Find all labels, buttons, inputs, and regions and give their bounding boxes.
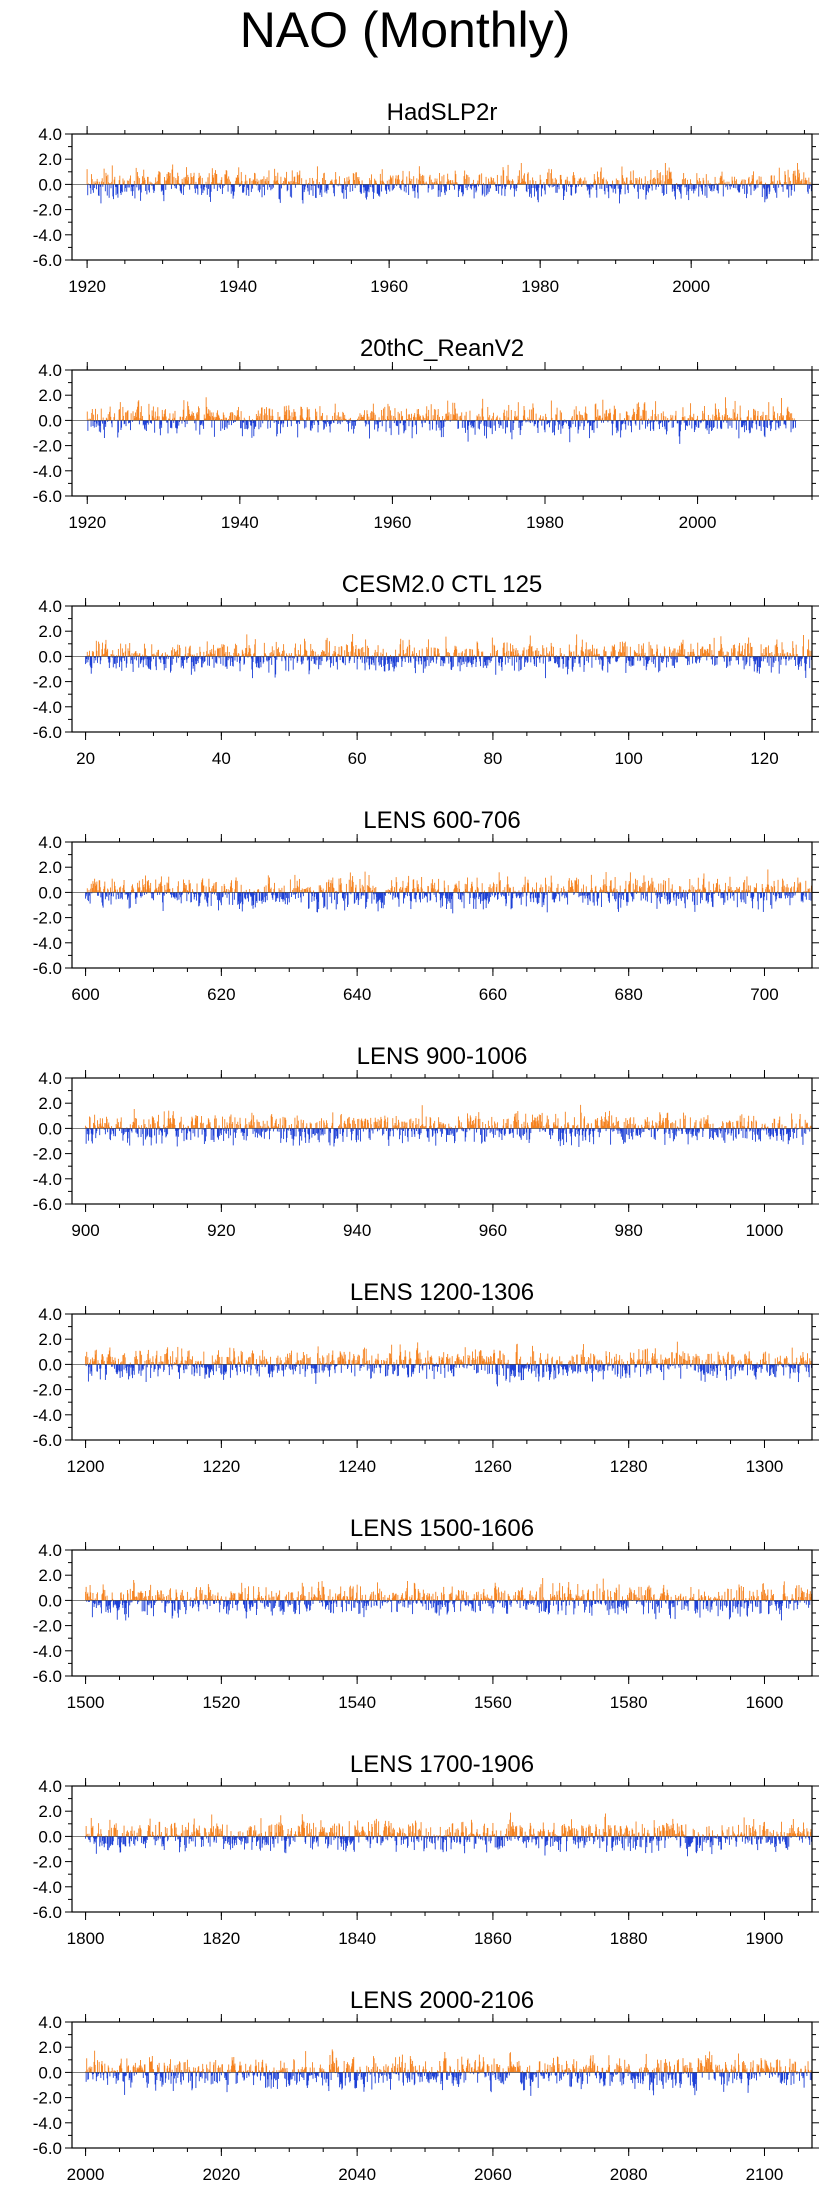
x-tick-label: 1980: [526, 513, 564, 532]
x-tick-label: 20: [76, 749, 95, 768]
chart-panel-3: CESM2.0 CTL 125 4.0 2.0 0.0 -2.0 -4.0 -6.0 20 40…: [33, 571, 819, 768]
x-tick-label: 60: [348, 749, 367, 768]
y-tick-label: 4.0: [38, 361, 62, 380]
y-tick-label: -4.0: [33, 462, 62, 481]
y-tick-label: 4.0: [38, 125, 62, 144]
panels-container: HadSLP2r 4.0 2.0 0.0 -2.0 -4.0 -6.0 1920 1940 196…: [33, 99, 819, 2184]
x-tick-label: 1940: [221, 513, 259, 532]
panel-title: HadSLP2r: [387, 99, 498, 126]
nao-series-bars: [85, 634, 812, 679]
plot-frame: [71, 605, 813, 733]
nao-series-bars: [86, 162, 812, 204]
y-tick-label: 2.0: [38, 622, 62, 641]
x-tick-label: 120: [750, 749, 778, 768]
y-tick-label: -4.0: [33, 226, 62, 245]
y-tick-label: 4.0: [38, 597, 62, 616]
x-tick-label: 1960: [373, 513, 411, 532]
panel-title: 20thC_ReanV2: [360, 335, 524, 362]
x-tick-label: 100: [615, 749, 643, 768]
y-tick-label: -2.0: [33, 201, 62, 220]
y-tick-label: -2.0: [33, 673, 62, 692]
y-tick-label: 0.0: [38, 175, 62, 194]
y-tick-label: -2.0: [33, 437, 62, 456]
x-tick-label: 40: [212, 749, 231, 768]
x-tick-label: 1920: [68, 513, 106, 532]
plot-frame: [71, 369, 813, 497]
x-tick-label: 2000: [672, 277, 710, 296]
x-tick-label: 1920: [68, 277, 106, 296]
y-tick-label: 0.0: [38, 647, 62, 666]
x-tick-label: 1980: [521, 277, 559, 296]
nao-series-bars: [86, 397, 797, 444]
plot-frame: [71, 133, 813, 261]
y-tick-label: -4.0: [33, 698, 62, 717]
y-tick-label: -6.0: [33, 251, 62, 270]
x-tick-label: 2000: [679, 513, 717, 532]
y-tick-label: -6.0: [33, 487, 62, 506]
nao-series-bars: [85, 869, 812, 914]
panel-title: LENS 600-706: [363, 807, 520, 834]
chart-panel-1: HadSLP2r 4.0 2.0 0.0 -2.0 -4.0 -6.0 1920 1940 196…: [33, 99, 819, 296]
panel-title: CESM2.0 CTL 125: [342, 571, 543, 598]
x-tick-label: 1960: [370, 277, 408, 296]
y-tick-label: 2.0: [38, 150, 62, 169]
y-tick-label: 0.0: [38, 411, 62, 430]
chart-panel-2: 20thC_ReanV2 4.0 2.0 0.0 -2.0 -4.0 -6.0 1920 194…: [33, 335, 819, 532]
x-tick-label: 80: [483, 749, 502, 768]
page-title: NAO (Monthly): [240, 2, 571, 58]
y-tick-label: 2.0: [38, 386, 62, 405]
x-tick-label: 1940: [219, 277, 257, 296]
y-tick-label: -6.0: [33, 723, 62, 742]
